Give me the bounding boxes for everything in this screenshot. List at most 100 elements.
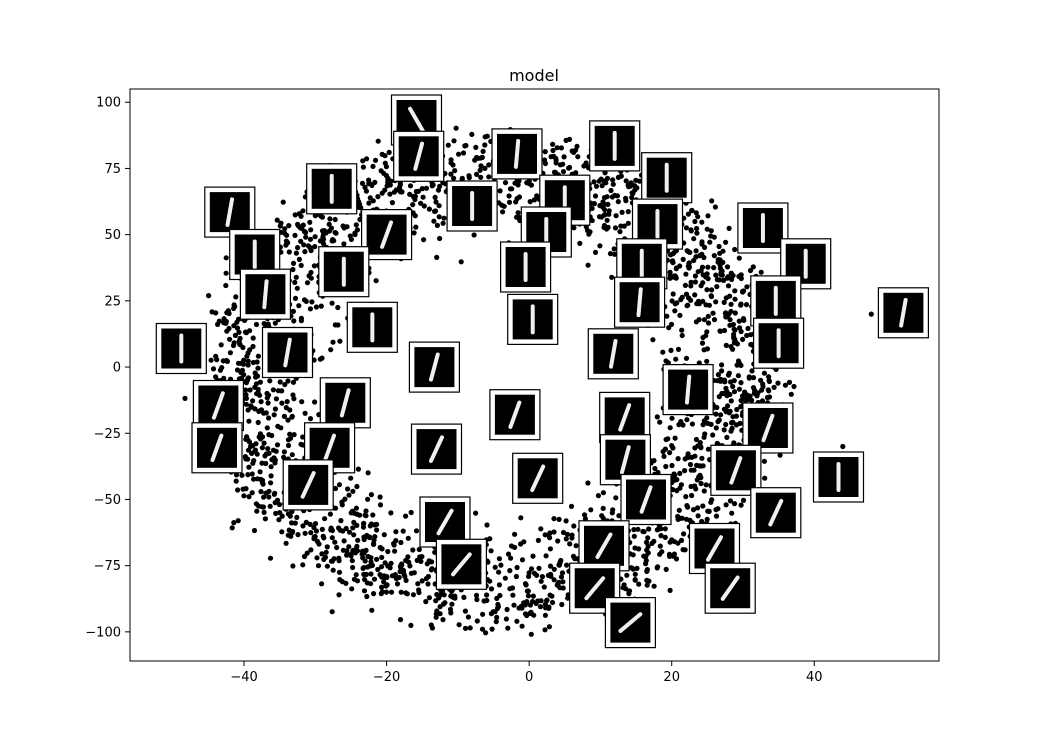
scatter-point xyxy=(474,618,480,624)
scatter-point xyxy=(755,390,761,396)
scatter-point xyxy=(357,512,363,518)
scatter-point xyxy=(336,569,343,575)
scatter-point xyxy=(550,141,556,147)
scatter-point xyxy=(282,226,288,232)
y-axis: −100 −75 −50 −25 0 25 50 75 100 xyxy=(85,96,130,640)
scatter-point xyxy=(603,180,609,186)
scatter-point xyxy=(646,578,652,584)
scatter-point xyxy=(295,245,301,251)
scatter-point xyxy=(695,505,701,511)
scatter-point xyxy=(428,567,434,573)
scatter-point xyxy=(721,299,727,305)
digit-thumbnail xyxy=(261,326,314,379)
scatter-point xyxy=(299,399,305,405)
scatter-point xyxy=(575,154,581,160)
scatter-point xyxy=(245,456,251,462)
scatter-point xyxy=(740,288,746,294)
scatter-point xyxy=(497,188,503,194)
scatter-point xyxy=(354,483,360,490)
scatter-point xyxy=(506,193,512,199)
scatter-point xyxy=(530,553,536,559)
scatter-point xyxy=(388,589,395,595)
scatter-point xyxy=(308,530,314,536)
scatter-point xyxy=(319,526,325,533)
scatter-point xyxy=(632,577,638,583)
scatter-point xyxy=(708,499,714,505)
scatter-point xyxy=(744,284,750,290)
scatter-point xyxy=(686,295,692,301)
scatter-point xyxy=(442,600,448,606)
scatter-point xyxy=(400,569,406,575)
scatter-point xyxy=(788,391,794,397)
scatter-point xyxy=(397,181,403,188)
scatter-point xyxy=(264,425,270,431)
scatter-point xyxy=(747,393,753,399)
scatter-point xyxy=(408,622,414,629)
scatter-point xyxy=(255,365,261,371)
scatter-point xyxy=(307,521,313,528)
scatter-point xyxy=(626,591,632,597)
scatter-point xyxy=(701,488,707,494)
digit-stroke xyxy=(639,485,653,514)
scatter-point xyxy=(698,268,704,274)
scatter-point xyxy=(330,237,336,243)
scatter-point xyxy=(298,262,304,268)
scatter-point xyxy=(632,545,638,551)
digit-stroke xyxy=(225,197,235,227)
scatter-point xyxy=(441,215,447,221)
scatter-point xyxy=(272,320,278,326)
scatter-point xyxy=(705,213,711,219)
scatter-point xyxy=(331,556,337,562)
digit-stroke xyxy=(210,433,224,463)
scatter-point xyxy=(731,378,737,384)
scatter-point xyxy=(840,443,846,450)
scatter-point xyxy=(551,566,557,572)
scatter-point xyxy=(558,574,565,580)
scatter-point xyxy=(294,285,300,291)
scatter-point xyxy=(601,201,608,207)
scatter-point xyxy=(701,434,707,440)
scatter-point xyxy=(374,556,380,562)
scatter-point xyxy=(261,440,267,446)
scatter-point xyxy=(766,374,772,380)
x-tick-label: 20 xyxy=(663,670,680,685)
scatter-point xyxy=(560,161,566,167)
scatter-point xyxy=(710,432,716,438)
scatter-point xyxy=(252,406,258,412)
scatter-point xyxy=(669,415,675,421)
scatter-point xyxy=(738,328,744,335)
scatter-point xyxy=(494,614,500,621)
scatter-point xyxy=(738,380,744,386)
scatter-point xyxy=(240,344,246,351)
scatter-point xyxy=(221,375,227,381)
digit-stroke xyxy=(684,374,692,405)
scatter-point xyxy=(735,373,742,379)
scatter-point xyxy=(480,611,486,617)
scatter-point xyxy=(718,412,724,418)
digit-stroke xyxy=(513,138,521,169)
scatter-point xyxy=(775,380,781,386)
scatter-point xyxy=(326,221,332,227)
scatter-point xyxy=(285,442,292,449)
scatter-point xyxy=(413,224,419,230)
scatter-point xyxy=(332,216,338,223)
digit-thumbnail xyxy=(750,275,802,327)
digit-stroke xyxy=(508,400,522,429)
digit-stroke xyxy=(262,279,269,310)
scatter-point xyxy=(261,509,267,515)
scatter-point xyxy=(719,362,725,368)
scatter-point xyxy=(664,313,670,319)
scatter-point xyxy=(489,626,495,632)
scatter-point xyxy=(405,535,411,541)
scatter-point xyxy=(620,585,626,591)
scatter-point xyxy=(330,339,336,345)
scatter-point xyxy=(699,340,706,346)
digit-stroke xyxy=(618,612,643,633)
scatter-point xyxy=(703,274,709,280)
scatter-point xyxy=(388,510,394,516)
scatter-point xyxy=(699,455,705,461)
scatter-point xyxy=(697,253,703,259)
scatter-point xyxy=(604,226,610,232)
digit-stroke xyxy=(595,532,613,560)
scatter-point xyxy=(381,579,387,585)
